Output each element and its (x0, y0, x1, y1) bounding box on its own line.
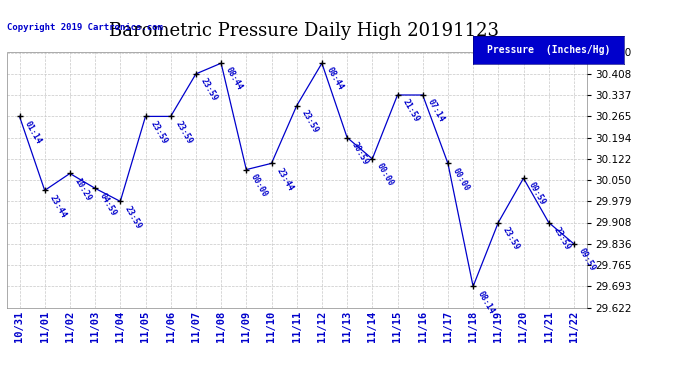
Text: 00:00: 00:00 (249, 172, 269, 198)
Text: 08:44: 08:44 (325, 66, 345, 92)
Text: 23:59: 23:59 (173, 119, 194, 146)
Text: 30:59: 30:59 (350, 140, 370, 166)
Text: 00:00: 00:00 (375, 162, 395, 188)
Text: 23:59: 23:59 (501, 225, 522, 251)
Text: Pressure  (Inches/Hg): Pressure (Inches/Hg) (487, 45, 610, 55)
Text: Barometric Pressure Daily High 20191123: Barometric Pressure Daily High 20191123 (108, 22, 499, 40)
Text: 23:44: 23:44 (48, 193, 68, 219)
Text: 23:59: 23:59 (299, 108, 319, 135)
Text: 01:14: 01:14 (22, 119, 43, 146)
Text: 23:44: 23:44 (275, 166, 295, 192)
Text: 23:59: 23:59 (148, 119, 168, 146)
Text: 23:59: 23:59 (199, 76, 219, 103)
Text: 00:00: 00:00 (451, 166, 471, 192)
Text: 07:14: 07:14 (426, 98, 446, 124)
Text: 04:59: 04:59 (98, 191, 118, 217)
Text: 09:59: 09:59 (577, 247, 597, 273)
Text: 23:59: 23:59 (123, 204, 144, 230)
Text: 09:59: 09:59 (526, 181, 546, 207)
Text: 23:59: 23:59 (551, 225, 572, 251)
Text: 08:14: 08:14 (476, 289, 496, 315)
Text: 08:44: 08:44 (224, 66, 244, 92)
Text: 10:29: 10:29 (72, 176, 93, 203)
Text: Copyright 2019 Cartronics.com: Copyright 2019 Cartronics.com (7, 22, 163, 32)
Text: 21:59: 21:59 (400, 98, 421, 124)
